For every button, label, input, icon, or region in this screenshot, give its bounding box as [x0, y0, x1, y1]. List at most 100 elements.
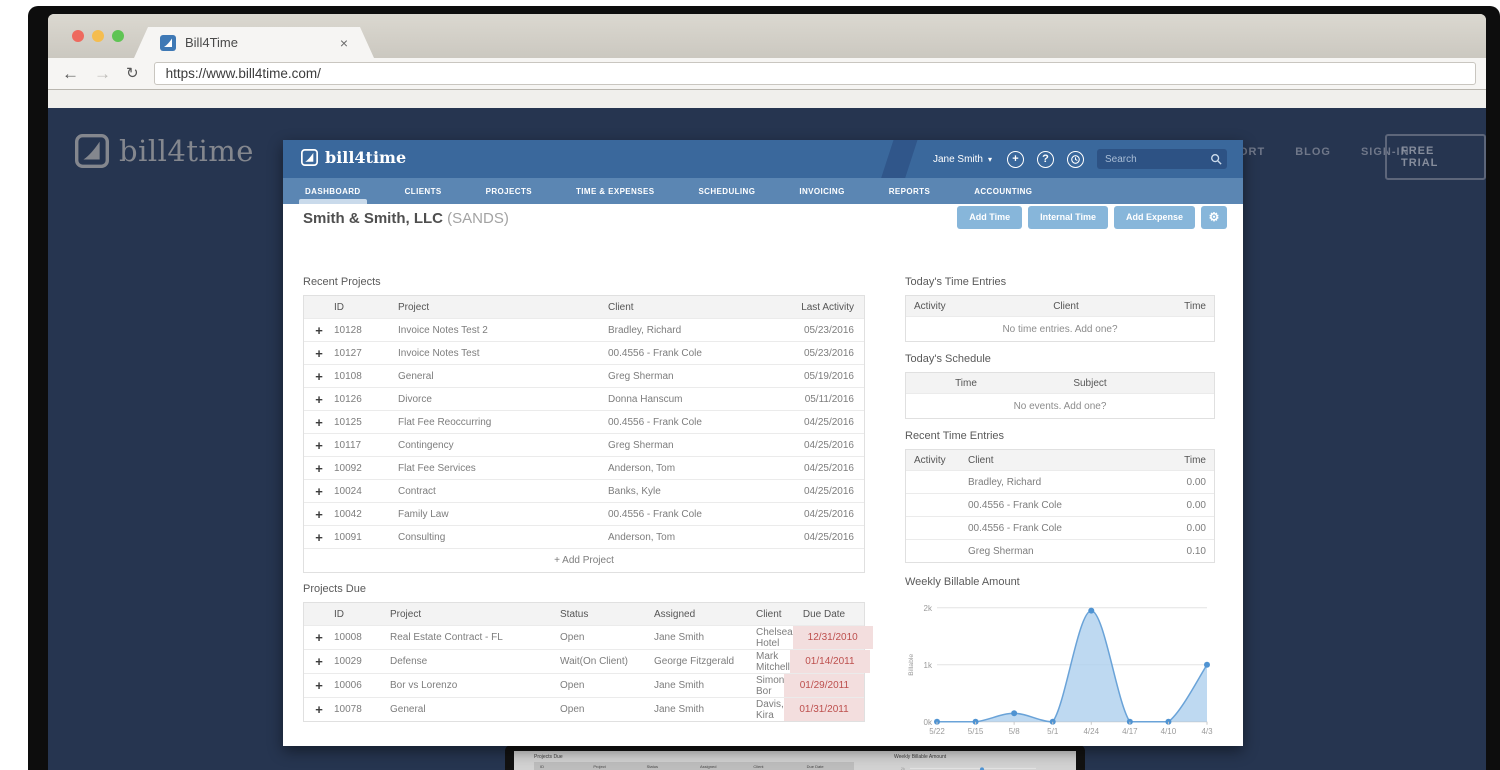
expand-plus-icon[interactable]	[304, 369, 334, 384]
expand-plus-icon[interactable]	[304, 346, 334, 361]
project-due-row[interactable]: 10008 Real Estate Contract - FL Open Jan…	[304, 625, 873, 649]
expand-plus-icon[interactable]	[304, 438, 334, 453]
time-entry-row[interactable]: 00.4556 - Frank Cole 0.00	[906, 516, 1214, 539]
entry-client: 00.4556 - Frank Cole	[968, 522, 1062, 534]
project-name[interactable]: Consulting	[398, 531, 446, 543]
time-entry-row[interactable]: Greg Sherman 0.10	[906, 539, 1214, 562]
no-events-message[interactable]: No events. Add one?	[906, 393, 1214, 418]
expand-plus-icon[interactable]	[304, 484, 334, 499]
tab-close-icon[interactable]: ×	[339, 34, 348, 51]
project-name[interactable]: Flat Fee Services	[398, 462, 476, 474]
project-status: Wait(On Client)	[560, 656, 628, 667]
svg-text:1k: 1k	[924, 661, 933, 670]
time-entry-row[interactable]: Bradley, Richard 0.00	[906, 470, 1214, 493]
timer-clock-icon[interactable]	[1067, 150, 1084, 168]
free-trial-button[interactable]: FREE TRIAL	[1385, 134, 1486, 180]
mini-billable-chart: 0k1k2k5/225/155/85/14/244/174/104/3Billa…	[901, 766, 1036, 770]
add-expense-button[interactable]: Add Expense	[1113, 206, 1195, 229]
toolbar-substrip	[48, 90, 1486, 108]
due-date-badge: 01/14/2011	[789, 650, 870, 673]
browser-tab-bar: Bill4Time ×	[48, 14, 1486, 58]
last-activity-date: 04/25/2016	[803, 485, 854, 497]
forward-icon[interactable]: →	[94, 64, 111, 83]
recent-project-row[interactable]: 10127 Invoice Notes Test 00.4556 - Frank…	[304, 341, 864, 364]
recent-project-row[interactable]: 10126 Divorce Donna Hanscum 05/11/2016	[304, 387, 864, 410]
expand-plus-icon[interactable]	[304, 530, 334, 545]
device-frame: Bill4Time × ← → ↻ https://www.bill4time.…	[28, 6, 1500, 770]
project-name[interactable]: Contract	[398, 485, 436, 497]
project-name[interactable]: Family Law	[398, 508, 449, 520]
search-input[interactable]	[1097, 149, 1227, 170]
no-time-entries-message[interactable]: No time entries. Add one?	[906, 316, 1214, 341]
app-nav-tab[interactable]: DASHBOARD	[299, 178, 367, 204]
project-id: 10125	[334, 416, 362, 428]
recent-project-row[interactable]: 10091 Consulting Anderson, Tom 04/25/201…	[304, 525, 864, 548]
add-entry-icon[interactable]: +	[1007, 150, 1024, 168]
search-icon[interactable]	[1210, 153, 1222, 165]
project-name[interactable]: Divorce	[398, 393, 432, 405]
project-due-row[interactable]: 10006 Bor vs Lorenzo Open Jane Smith Sim…	[304, 673, 865, 697]
zoom-window-button[interactable]	[112, 30, 124, 42]
site-nav-link[interactable]: BLOG	[1295, 146, 1331, 158]
minimize-window-button[interactable]	[92, 30, 104, 42]
settings-gear-button[interactable]: ⚙	[1201, 206, 1227, 229]
expand-plus-icon[interactable]	[304, 415, 334, 430]
help-icon[interactable]: ?	[1037, 150, 1054, 168]
project-name[interactable]: General	[398, 370, 434, 382]
url-bar[interactable]: https://www.bill4time.com/	[153, 62, 1476, 85]
expand-plus-icon[interactable]	[304, 630, 334, 645]
project-name[interactable]: Flat Fee Reoccurring	[398, 416, 492, 428]
expand-plus-icon[interactable]	[304, 654, 334, 669]
app-nav-tab[interactable]: CLIENTS	[404, 186, 442, 196]
add-time-button[interactable]: Add Time	[957, 206, 1023, 229]
browser-toolbar: ← → ↻ https://www.bill4time.com/	[48, 58, 1486, 90]
project-id: 10128	[334, 324, 362, 336]
svg-text:Billable: Billable	[908, 654, 915, 676]
app-logo-icon	[301, 149, 318, 166]
site-nav-link[interactable]: SIGN-IN	[1360, 146, 1410, 158]
recent-project-row[interactable]: 10128 Invoice Notes Test 2 Bradley, Rich…	[304, 318, 864, 341]
app-nav-tab[interactable]: SCHEDULING	[698, 186, 756, 196]
recent-project-row[interactable]: 10042 Family Law 00.4556 - Frank Cole 04…	[304, 502, 864, 525]
project-due-row[interactable]: 10029 Defense Wait(On Client) George Fit…	[304, 649, 870, 673]
project-name[interactable]: Contingency	[398, 439, 454, 451]
expand-plus-icon[interactable]	[304, 323, 334, 338]
expand-plus-icon[interactable]	[304, 678, 334, 693]
user-menu[interactable]: Jane Smith	[933, 154, 992, 165]
reload-icon[interactable]: ↻	[126, 65, 139, 82]
recent-project-row[interactable]: 10024 Contract Banks, Kyle 04/25/2016	[304, 479, 864, 502]
svg-text:4/17: 4/17	[1122, 727, 1138, 736]
expand-plus-icon[interactable]	[304, 461, 334, 476]
recent-project-row[interactable]: 10108 General Greg Sherman 05/19/2016	[304, 364, 864, 387]
project-name[interactable]: Defense	[390, 656, 428, 667]
internal-time-button[interactable]: Internal Time	[1028, 206, 1108, 229]
add-project-link[interactable]: + Add Project	[304, 548, 864, 572]
project-id: 10006	[334, 680, 362, 691]
close-window-button[interactable]	[72, 30, 84, 42]
project-name[interactable]: Real Estate Contract - FL	[390, 632, 503, 643]
app-nav-tab[interactable]: ACCOUNTING	[974, 186, 1033, 196]
svg-text:5/15: 5/15	[968, 727, 984, 736]
project-name[interactable]: Bor vs Lorenzo	[390, 680, 458, 691]
project-name[interactable]: Invoice Notes Test	[398, 347, 480, 359]
assigned-to: Jane Smith	[654, 632, 705, 643]
projects-due-header: ID Project Status Assigned Client Due Da…	[304, 603, 864, 625]
time-entry-row[interactable]: 00.4556 - Frank Cole 0.00	[906, 493, 1214, 516]
app-nav-tab[interactable]: INVOICING	[799, 186, 845, 196]
app-nav-tab[interactable]: PROJECTS	[485, 186, 532, 196]
expand-plus-icon[interactable]	[304, 392, 334, 407]
recent-project-row[interactable]: 10125 Flat Fee Reoccurring 00.4556 - Fra…	[304, 410, 864, 433]
project-name[interactable]: Invoice Notes Test 2	[398, 324, 488, 336]
back-icon[interactable]: ←	[62, 64, 79, 83]
app-nav-tab[interactable]: TIME & EXPENSES	[575, 186, 655, 196]
client-name: Donna Hanscum	[608, 393, 683, 405]
project-due-row[interactable]: 10078 General Open Jane Smith Davis, Kir…	[304, 697, 864, 721]
browser-tab[interactable]: Bill4Time ×	[134, 27, 374, 58]
expand-plus-icon[interactable]	[304, 702, 334, 717]
client-name: Davis, Kira	[756, 698, 784, 721]
recent-project-row[interactable]: 10092 Flat Fee Services Anderson, Tom 04…	[304, 456, 864, 479]
app-nav-tab[interactable]: REPORTS	[888, 186, 931, 196]
project-name[interactable]: General	[390, 704, 426, 715]
expand-plus-icon[interactable]	[304, 507, 334, 522]
recent-project-row[interactable]: 10117 Contingency Greg Sherman 04/25/201…	[304, 433, 864, 456]
